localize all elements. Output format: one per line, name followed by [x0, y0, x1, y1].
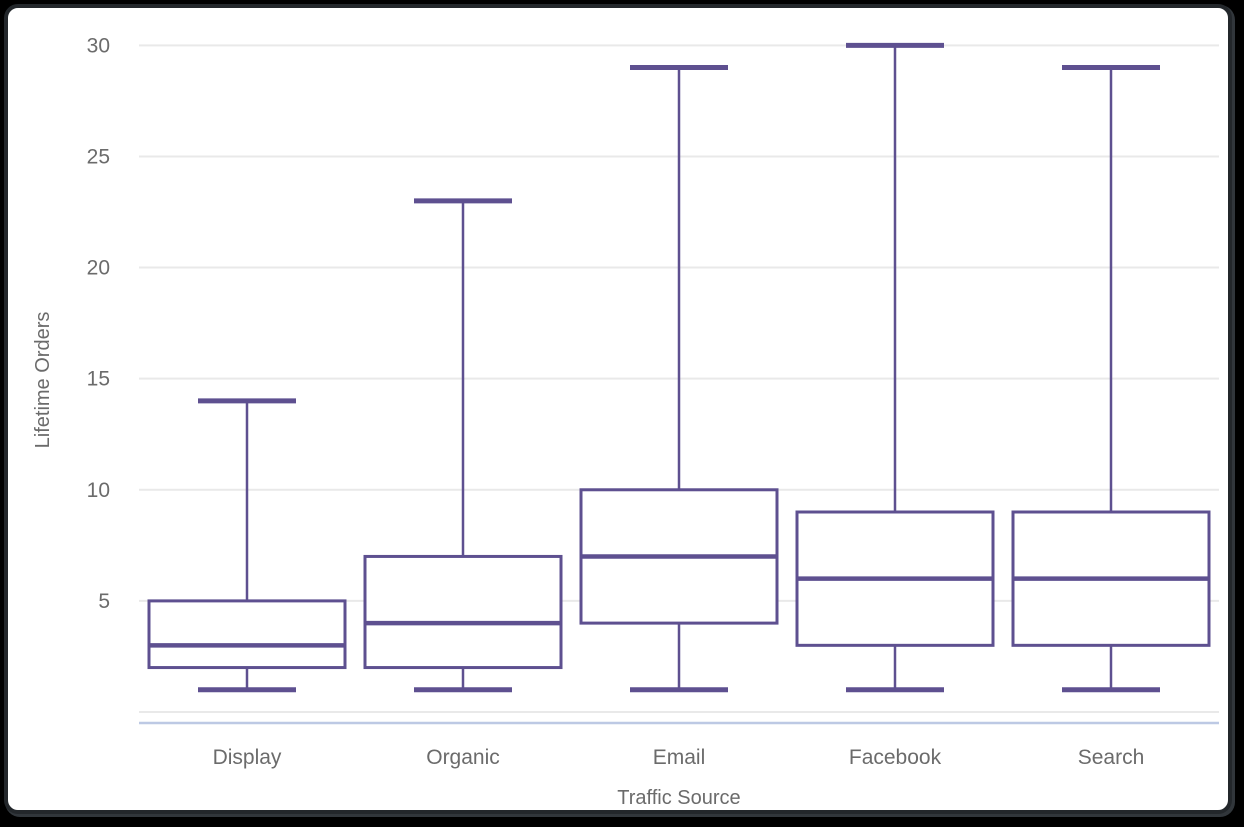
box-plot-organic: [363, 198, 563, 693]
box-plot-email: [579, 65, 779, 693]
plot-layer: 5 10 15 20 25 30 Display Organic Email Facebook Se…: [87, 34, 1219, 769]
y-axis-title: Lifetime Orders: [32, 312, 54, 449]
y-tick-label: 25: [87, 145, 110, 168]
x-category-label: Display: [213, 746, 282, 769]
y-tick-label: 30: [87, 34, 110, 57]
x-axis-title: Traffic Source: [617, 787, 740, 809]
x-category-label: Facebook: [849, 746, 942, 769]
y-tick-label: 20: [87, 257, 110, 280]
box-plot-facebook: [795, 42, 995, 693]
y-tick-label: 10: [87, 479, 110, 502]
x-category-label: Search: [1078, 746, 1145, 769]
y-tick-label: 15: [87, 368, 110, 391]
y-tick-label: 5: [98, 590, 110, 613]
x-category-label: Organic: [426, 746, 500, 769]
x-category-label: Email: [653, 746, 706, 769]
iqr-box: [363, 554, 563, 670]
box-plot-search: [1011, 65, 1211, 693]
iqr-box: [147, 599, 347, 670]
chart-card: [4, 4, 1232, 814]
box-plot-display: [147, 398, 347, 693]
